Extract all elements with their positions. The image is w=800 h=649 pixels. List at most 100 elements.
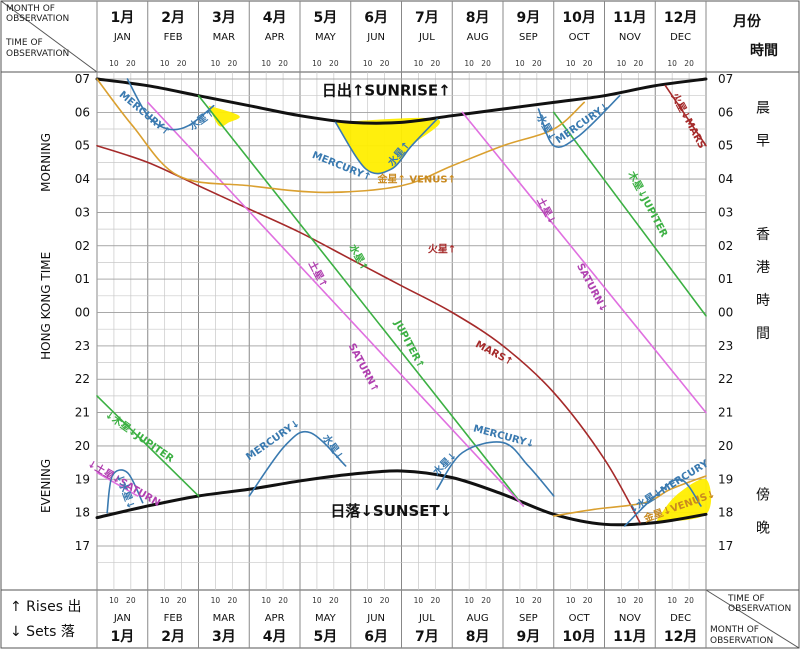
month-label-zh: 11月 [613, 629, 646, 645]
month-label-en: JAN [113, 613, 131, 624]
hour-tick-right: 01 [718, 272, 733, 286]
month-label-zh: 12月 [664, 629, 697, 645]
hour-tick-left: 06 [75, 105, 90, 119]
month-label-en: JAN [113, 32, 131, 43]
day-tick: 20 [431, 59, 441, 68]
day-tick: 20 [583, 59, 593, 68]
month-label-en: FEB [164, 32, 183, 43]
series-annotation: 土星↓ [534, 195, 559, 226]
hour-tick-right: 04 [718, 172, 733, 186]
highlight-area [208, 105, 240, 127]
month-label-en: NOV [619, 32, 641, 43]
series-line-mercury [537, 94, 621, 148]
day-tick: 20 [278, 596, 288, 605]
series-line-jupiter [552, 111, 707, 317]
month-label-en: JUL [418, 613, 435, 624]
day-tick: 20 [329, 596, 339, 605]
month-label-en: NOV [619, 613, 641, 624]
footer-time-label: TIME OF [727, 594, 765, 604]
month-label-en: JUL [418, 32, 435, 43]
day-tick: 10 [566, 59, 576, 68]
series-line-mercury [624, 478, 702, 527]
day-tick: 20 [177, 59, 187, 68]
morning-label-zh: 晨 [756, 100, 770, 116]
month-label-en: OCT [569, 32, 591, 43]
day-tick: 10 [211, 596, 221, 605]
day-tick: 10 [109, 59, 119, 68]
legend-sets: ↓ Sets 落 [10, 624, 75, 640]
highlight-area [655, 478, 712, 523]
day-tick: 20 [481, 596, 491, 605]
hour-tick-left: 22 [75, 372, 90, 386]
hour-tick-right: 19 [718, 472, 733, 486]
day-tick: 10 [464, 59, 474, 68]
hour-tick-left: 23 [75, 339, 90, 353]
series-line-mercury [126, 78, 215, 131]
series-annotation: 日落↓SUNSET↓ [330, 502, 452, 520]
hour-tick-left: 18 [75, 506, 90, 520]
day-tick: 10 [617, 59, 627, 68]
hong-kong-time-label-zh: 港 [756, 260, 770, 276]
hour-tick-right: 05 [718, 139, 733, 153]
series-lines [95, 77, 708, 527]
hour-tick-left: 03 [75, 205, 90, 219]
month-label-zh: 11月 [613, 10, 646, 26]
month-label-en: SEP [519, 613, 538, 624]
evening-label: EVENING [39, 459, 53, 513]
day-tick: 20 [278, 59, 288, 68]
highlight-areas [208, 105, 712, 523]
series-line-mercury [106, 469, 144, 514]
header-month-zh: 月份 [732, 13, 762, 30]
month-label-zh: 5月 [314, 10, 338, 26]
month-label-en: JUN [366, 32, 385, 43]
month-label-zh: 3月 [212, 10, 236, 26]
series-annotation: 日出↑SUNRISE↑ [322, 82, 451, 100]
footer-month-label: OBSERVATION [710, 636, 773, 646]
month-label-zh: 5月 [314, 629, 338, 645]
series-line-jupiter [197, 94, 525, 507]
day-tick: 20 [177, 596, 187, 605]
day-tick: 10 [312, 59, 322, 68]
hour-tick-right: 02 [718, 239, 733, 253]
month-label-zh: 6月 [364, 10, 388, 26]
day-tick: 10 [160, 59, 170, 68]
series-annotation: 火星↑ [428, 243, 456, 255]
header-month-label: OBSERVATION [6, 14, 69, 24]
day-tick: 10 [667, 596, 677, 605]
header-month-label: MONTH OF [6, 4, 55, 14]
month-label-en: MAR [213, 613, 235, 624]
day-tick: 10 [211, 59, 221, 68]
day-tick: 20 [481, 59, 491, 68]
series-line-venus [96, 78, 585, 194]
day-tick: 20 [380, 596, 390, 605]
month-label-zh: 4月 [263, 10, 287, 26]
header-time-label: TIME OF [5, 38, 43, 48]
hour-tick-right: 07 [718, 72, 733, 86]
series-annotation: 水星↑ [185, 106, 217, 134]
day-tick: 10 [464, 596, 474, 605]
legend-rises: ↑ Rises 出 [10, 599, 81, 615]
month-label-zh: 4月 [263, 629, 287, 645]
month-label-zh: 2月 [161, 629, 185, 645]
hong-kong-time-label-zh: 間 [756, 326, 770, 342]
series-line-mars [96, 144, 641, 524]
day-tick: 20 [634, 59, 644, 68]
series-line-jupiter [96, 395, 200, 497]
evening-label-zh: 晚 [756, 520, 770, 536]
hour-tick-right: 18 [718, 506, 733, 520]
month-label-en: MAR [213, 32, 235, 43]
hour-tick-left: 04 [75, 172, 90, 186]
evening-label-zh: 傍 [756, 486, 770, 503]
morning-label-zh: 早 [756, 133, 770, 149]
month-label-zh: 7月 [415, 10, 439, 26]
hour-tick-left: 21 [75, 406, 90, 420]
series-line-mercury [436, 441, 555, 497]
hour-tick-right: 23 [718, 339, 733, 353]
series-line-venus [552, 475, 707, 517]
hong-kong-time-label-zh: 香 [756, 227, 770, 243]
series-line-saturn [146, 101, 525, 507]
hour-tick-right: 22 [718, 372, 733, 386]
month-label-en: FEB [164, 613, 183, 624]
